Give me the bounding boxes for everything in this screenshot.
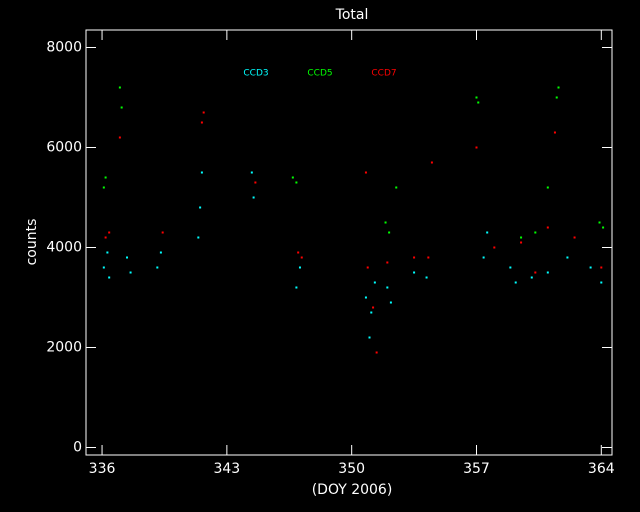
x-tick-label: 350 <box>338 461 365 477</box>
point <box>106 251 109 254</box>
point <box>600 281 603 284</box>
plot-frame <box>85 29 613 456</box>
point <box>250 171 253 174</box>
point <box>493 246 496 249</box>
point <box>102 186 105 189</box>
legend-entry: CCD7 <box>371 69 396 79</box>
y-tick-label: 2000 <box>46 340 82 356</box>
point <box>520 236 523 239</box>
point <box>395 186 398 189</box>
point <box>297 251 300 254</box>
point <box>546 186 549 189</box>
x-tick-label: 364 <box>588 461 615 477</box>
point <box>200 121 203 124</box>
point <box>366 266 369 269</box>
point <box>197 236 200 239</box>
x-axis-label: (DOY 2006) <box>312 482 393 498</box>
point <box>514 281 517 284</box>
point <box>252 196 255 199</box>
y-axis-label: counts <box>24 219 40 266</box>
chart-title: Total <box>335 7 369 23</box>
point <box>370 311 373 314</box>
point <box>102 266 105 269</box>
point <box>108 276 111 279</box>
point <box>104 176 107 179</box>
point <box>118 86 121 89</box>
point <box>486 231 489 234</box>
point <box>368 336 371 339</box>
point <box>254 181 257 184</box>
point <box>566 256 569 259</box>
point <box>126 256 129 259</box>
point <box>386 261 389 264</box>
point <box>108 231 111 234</box>
y-tick-label: 8000 <box>46 40 82 56</box>
y-tick-label: 6000 <box>46 140 82 156</box>
point <box>118 136 121 139</box>
point <box>375 351 378 354</box>
point <box>430 161 433 164</box>
point <box>589 266 592 269</box>
point <box>475 146 478 149</box>
point <box>364 171 367 174</box>
point <box>413 256 416 259</box>
point <box>509 266 512 269</box>
point <box>546 271 549 274</box>
y-tick-label: 0 <box>73 440 82 456</box>
point <box>295 286 298 289</box>
point <box>300 256 303 259</box>
point <box>546 226 549 229</box>
point <box>427 256 430 259</box>
point <box>573 236 576 239</box>
x-tick-label: 336 <box>89 461 116 477</box>
point <box>388 231 391 234</box>
point <box>384 221 387 224</box>
point <box>202 111 205 114</box>
point <box>386 286 389 289</box>
point <box>413 271 416 274</box>
point <box>482 256 485 259</box>
x-tick-label: 357 <box>463 461 490 477</box>
x-tick-label: 343 <box>213 461 240 477</box>
point <box>104 236 107 239</box>
point <box>425 276 428 279</box>
point <box>156 266 159 269</box>
legend-entry: CCD5 <box>307 69 332 79</box>
point <box>298 266 301 269</box>
point <box>534 271 537 274</box>
point <box>557 86 560 89</box>
point <box>598 221 601 224</box>
point <box>475 96 478 99</box>
point <box>534 231 537 234</box>
point <box>364 296 367 299</box>
point <box>372 306 375 309</box>
point <box>120 106 123 109</box>
point <box>161 231 164 234</box>
y-tick-label: 4000 <box>46 240 82 256</box>
point <box>159 251 162 254</box>
point <box>477 101 480 104</box>
point <box>520 241 523 244</box>
point <box>389 301 392 304</box>
point <box>129 271 132 274</box>
point <box>295 181 298 184</box>
point <box>600 266 603 269</box>
point <box>199 206 202 209</box>
point <box>373 281 376 284</box>
point <box>291 176 294 179</box>
point <box>200 171 203 174</box>
point <box>553 131 556 134</box>
point <box>602 226 605 229</box>
legend-entry: CCD3 <box>243 69 268 79</box>
point <box>555 96 558 99</box>
point <box>530 276 533 279</box>
